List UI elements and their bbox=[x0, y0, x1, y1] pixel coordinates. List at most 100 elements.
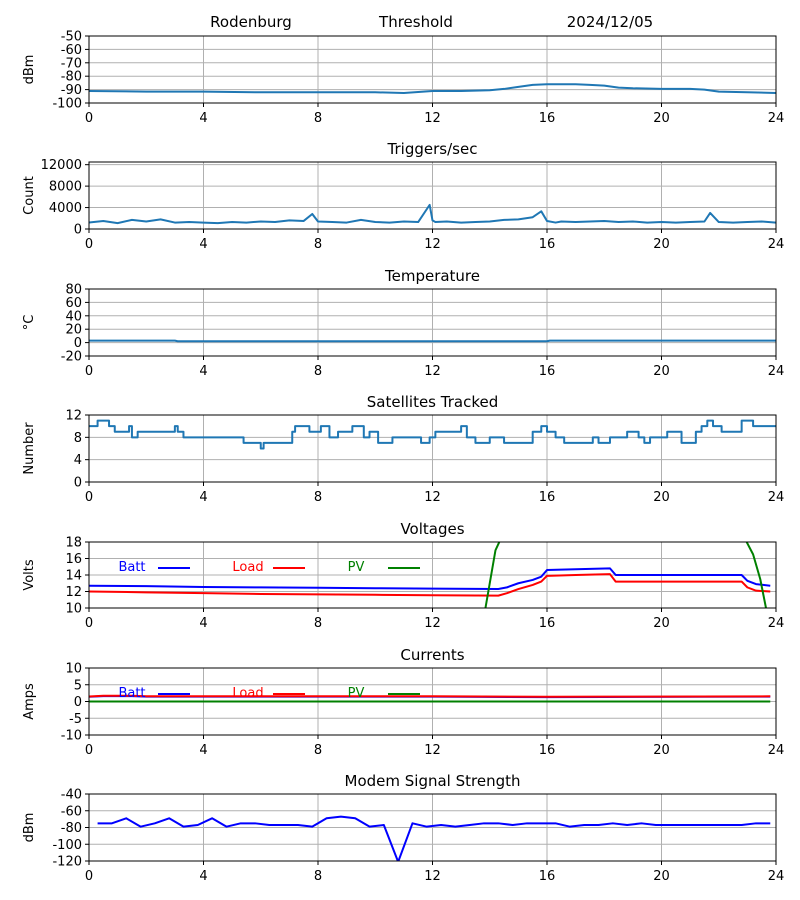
x-tick-label: 24 bbox=[768, 364, 785, 379]
x-tick-label: 4 bbox=[199, 743, 207, 758]
y-tick-label: 8 bbox=[74, 431, 82, 446]
legend-label-batt: Batt bbox=[118, 686, 145, 701]
y-axis-label: Count bbox=[22, 176, 37, 215]
plot-frame bbox=[88, 288, 777, 357]
series-line-pv bbox=[745, 542, 767, 608]
y-tick-label: 0 bbox=[74, 695, 82, 710]
x-tick-label: 16 bbox=[539, 111, 556, 126]
legend-label-load: Load bbox=[232, 686, 263, 701]
y-axis-label: dBm bbox=[22, 55, 37, 85]
x-tick-label: 8 bbox=[314, 237, 322, 252]
chart-threshold: 0 4 8 12 16 20 24 -50-60-70-80-90-100 dBm bbox=[22, 30, 784, 127]
x-tick-label: 4 bbox=[199, 364, 207, 379]
chart-title: Currents bbox=[400, 646, 464, 664]
x-tick-label: 20 bbox=[653, 111, 670, 126]
x-tick-label: 20 bbox=[653, 869, 670, 884]
legend-label-pv: PV bbox=[348, 686, 365, 701]
series-group bbox=[89, 83, 776, 94]
y-tick-label: 12000 bbox=[41, 158, 82, 173]
y-tick-label: 18 bbox=[65, 536, 82, 551]
x-tick-label: 24 bbox=[768, 237, 785, 252]
x-tick-label: 12 bbox=[424, 364, 441, 379]
plot-frame bbox=[88, 414, 777, 483]
x-tick-label: 4 bbox=[199, 111, 207, 126]
plot-frame bbox=[88, 793, 777, 862]
x-tick-label: 8 bbox=[314, 743, 322, 758]
series-line-load bbox=[89, 573, 771, 597]
y-tick-label: -20 bbox=[61, 350, 82, 365]
y-tick-label: -10 bbox=[61, 729, 82, 744]
x-tick-label: 4 bbox=[199, 237, 207, 252]
y-tick-label: 12 bbox=[65, 585, 82, 600]
series-line-triggers bbox=[89, 203, 776, 225]
x-tick-label: 8 bbox=[314, 490, 322, 505]
y-tick-label: 20 bbox=[65, 323, 82, 338]
y-tick-label: -90 bbox=[61, 83, 82, 98]
plot-frame bbox=[88, 541, 777, 609]
y-axis-label: Volts bbox=[22, 559, 37, 591]
y-tick-label: -100 bbox=[52, 838, 82, 853]
series-line-batt bbox=[89, 567, 771, 591]
legend-label-load: Load bbox=[232, 560, 263, 575]
x-tick-label: 12 bbox=[424, 111, 441, 126]
x-tick-label: 20 bbox=[653, 616, 670, 631]
y-tick-label: 5 bbox=[74, 678, 82, 693]
x-tick-label: 0 bbox=[85, 111, 93, 126]
y-tick-label: -60 bbox=[61, 43, 82, 58]
x-tick-label: 0 bbox=[85, 869, 93, 884]
chart-satellites: 0 4 8 12 16 20 24 12 8 4 0 Satellites Tracked Number bbox=[22, 393, 784, 505]
series-group bbox=[89, 694, 771, 703]
x-tick-label: 16 bbox=[539, 743, 556, 758]
series-line-temperature bbox=[89, 339, 776, 343]
y-tick-label: -80 bbox=[61, 821, 82, 836]
y-tick-label: 80 bbox=[65, 283, 82, 298]
y-tick-label: -70 bbox=[61, 56, 82, 71]
x-tick-label: 12 bbox=[424, 616, 441, 631]
x-tick-label: 8 bbox=[314, 616, 322, 631]
station-name: Rodenburg bbox=[210, 13, 292, 31]
chart-title: Triggers/sec bbox=[387, 140, 478, 158]
y-tick-label: -80 bbox=[61, 70, 82, 85]
x-tick-label: 24 bbox=[768, 490, 785, 505]
x-tick-label: 12 bbox=[424, 490, 441, 505]
y-tick-label: 10 bbox=[65, 662, 82, 677]
x-tick-label: 24 bbox=[768, 616, 785, 631]
y-tick-label: -120 bbox=[52, 855, 82, 870]
x-tick-label: 16 bbox=[539, 616, 556, 631]
y-tick-label: -100 bbox=[52, 97, 82, 112]
y-axis-label: Amps bbox=[22, 683, 37, 720]
legend-label-batt: Batt bbox=[118, 560, 145, 575]
y-tick-label: -60 bbox=[61, 804, 82, 819]
x-tick-label: 12 bbox=[424, 743, 441, 758]
y-tick-label: 4000 bbox=[49, 201, 82, 216]
x-tick-label: 8 bbox=[314, 364, 322, 379]
legend-label-pv: PV bbox=[348, 560, 365, 575]
y-tick-label: 12 bbox=[65, 409, 82, 424]
chart-title: Modem Signal Strength bbox=[345, 772, 521, 790]
x-tick-label: 24 bbox=[768, 743, 785, 758]
y-tick-label: 0 bbox=[74, 223, 82, 238]
x-tick-label: 12 bbox=[424, 869, 441, 884]
y-tick-label: 0 bbox=[74, 336, 82, 351]
y-tick-label: 0 bbox=[74, 476, 82, 491]
y-tick-label: 10 bbox=[65, 602, 82, 617]
x-tick-label: 16 bbox=[539, 490, 556, 505]
x-tick-label: 0 bbox=[85, 616, 93, 631]
series-line-satellites bbox=[89, 419, 776, 450]
chart-title: Temperature bbox=[384, 267, 480, 285]
chart-triggers: 0 4 8 12 16 20 24 0 4000 8000 12000 Triggers/sec Cou… bbox=[22, 140, 784, 252]
x-tick-label: 24 bbox=[768, 869, 785, 884]
y-tick-label: 60 bbox=[65, 296, 82, 311]
x-tick-label: 8 bbox=[314, 869, 322, 884]
x-tick-label: 16 bbox=[539, 237, 556, 252]
plot-frame bbox=[88, 667, 777, 736]
series-group bbox=[89, 419, 776, 450]
y-tick-label: 40 bbox=[65, 309, 82, 324]
y-tick-label: 16 bbox=[65, 552, 82, 567]
series-group bbox=[89, 542, 771, 608]
x-tick-label: 0 bbox=[85, 237, 93, 252]
